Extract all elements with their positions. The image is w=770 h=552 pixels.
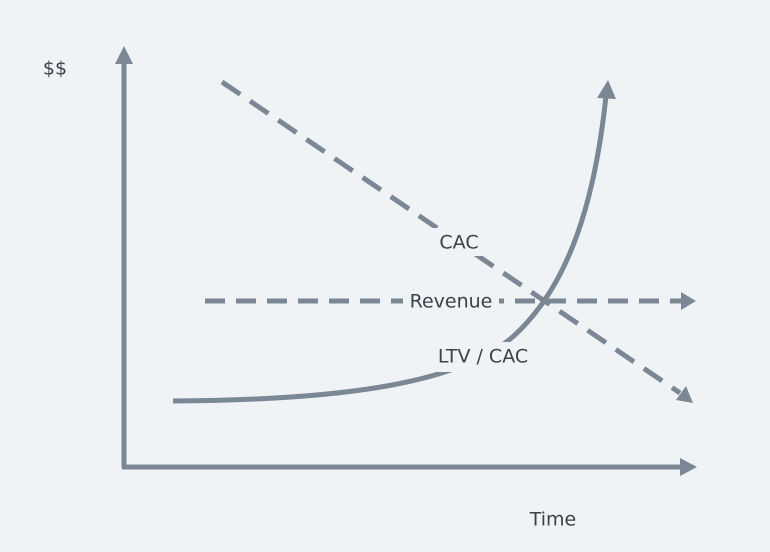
x-axis-arrow bbox=[680, 458, 697, 476]
revenue-arrow bbox=[681, 292, 696, 310]
ltv-cac-label: LTV / CAC bbox=[438, 346, 528, 368]
cac-label: CAC bbox=[439, 232, 478, 254]
label-background bbox=[432, 228, 486, 256]
ltv-cac-curve bbox=[172, 95, 609, 404]
cac-arrow bbox=[676, 386, 693, 403]
label-background bbox=[426, 342, 538, 372]
label-background bbox=[403, 289, 499, 314]
ltv-cac-arrow bbox=[597, 80, 616, 99]
x-axis-label: Time bbox=[529, 509, 577, 531]
revenue-label: Revenue bbox=[410, 291, 493, 313]
y-axis-label: $$ bbox=[43, 58, 67, 80]
y-axis-arrow bbox=[115, 46, 133, 64]
